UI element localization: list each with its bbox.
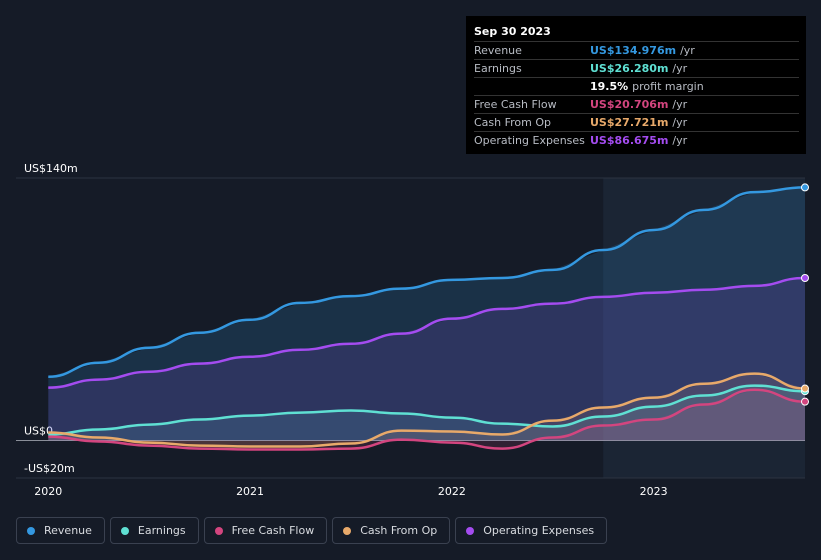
- tooltip-unit: /yr: [672, 116, 688, 129]
- tooltip-label: Free Cash Flow: [474, 98, 557, 111]
- series-line: [48, 276, 806, 389]
- end-marker: [801, 183, 809, 192]
- legend-label: Operating Expenses: [483, 524, 595, 537]
- y-tick-label: US$0: [24, 425, 53, 438]
- legend-swatch: [214, 526, 223, 535]
- tooltip-row: Operating Expenses US$86.675m/yr: [474, 131, 799, 149]
- x-tick-label: 2023: [640, 485, 668, 498]
- legend-item[interactable]: Free Cash Flow: [203, 517, 328, 544]
- tooltip-unit: /yr: [680, 44, 695, 57]
- end-marker: [801, 397, 809, 406]
- series-area: [48, 389, 806, 450]
- series-area: [48, 385, 806, 441]
- tooltip-value: US$134.976m: [590, 44, 677, 57]
- tooltip-unit: /yr: [672, 134, 688, 147]
- tooltip-title: Sep 30 2023: [474, 25, 551, 38]
- tooltip-value: 19.5%: [590, 80, 629, 93]
- legend: Revenue Earnings Free Cash Flow Cash From O…: [16, 517, 608, 544]
- tooltip-row: 19.5% profit margin: [474, 77, 799, 95]
- tooltip-label: Cash From Op: [474, 116, 552, 129]
- tooltip-label: [474, 78, 590, 95]
- series-line: [48, 186, 806, 378]
- end-marker: [801, 384, 809, 393]
- tooltip-row: Earnings US$26.280m/yr: [474, 59, 799, 77]
- series-line: [48, 388, 806, 451]
- legend-label: Free Cash Flow: [231, 524, 315, 537]
- tooltip-value: US$27.721m: [590, 116, 669, 129]
- legend-swatch: [27, 526, 35, 535]
- legend-swatch: [343, 526, 352, 535]
- x-tick-label: 2020: [34, 485, 62, 498]
- tooltip-unit: /yr: [672, 62, 688, 75]
- y-tick-label: -US$20m: [24, 462, 75, 475]
- legend-item[interactable]: Operating Expenses: [455, 517, 608, 544]
- tooltip-value: US$26.280m: [590, 62, 669, 75]
- legend-label: Cash From Op: [360, 524, 438, 537]
- legend-label: Revenue: [44, 524, 92, 537]
- tooltip-label: Earnings: [474, 62, 522, 75]
- tooltip-value: US$86.675m: [590, 134, 669, 147]
- end-marker: [801, 273, 809, 282]
- tooltip-row: Cash From Op US$27.721m/yr: [474, 113, 799, 131]
- tooltip-value: US$20.706m: [590, 98, 669, 111]
- y-tick-label: US$140m: [24, 162, 78, 175]
- tooltip: Sep 30 2023 Revenue US$134.976m/yr Earnings…: [466, 16, 806, 154]
- series-line: [48, 384, 806, 436]
- legend-item[interactable]: Earnings: [109, 517, 199, 544]
- legend-item[interactable]: Revenue: [16, 517, 105, 544]
- tooltip-unit: profit margin: [632, 80, 704, 93]
- legend-item[interactable]: Cash From Op: [332, 517, 451, 544]
- chart: -US$20m US$0 US$140m 2020 2021 2022 2023: [16, 162, 809, 498]
- tooltip-label: Revenue: [474, 44, 522, 57]
- x-tick-label: 2021: [236, 485, 264, 498]
- legend-swatch: [466, 526, 475, 535]
- series-area: [48, 277, 806, 441]
- legend-swatch: [120, 526, 129, 535]
- tooltip-unit: /yr: [672, 98, 688, 111]
- series-area: [48, 187, 806, 441]
- tooltip-label: Operating Expenses: [474, 134, 585, 147]
- tooltip-row: Revenue US$134.976m/yr: [474, 41, 799, 59]
- highlight-region: [603, 178, 805, 478]
- x-tick-label: 2022: [438, 485, 466, 498]
- legend-label: Earnings: [137, 524, 186, 537]
- series-line: [48, 372, 806, 448]
- tooltip-row: Free Cash Flow US$20.706m/yr: [474, 95, 799, 113]
- series-area: [48, 373, 806, 447]
